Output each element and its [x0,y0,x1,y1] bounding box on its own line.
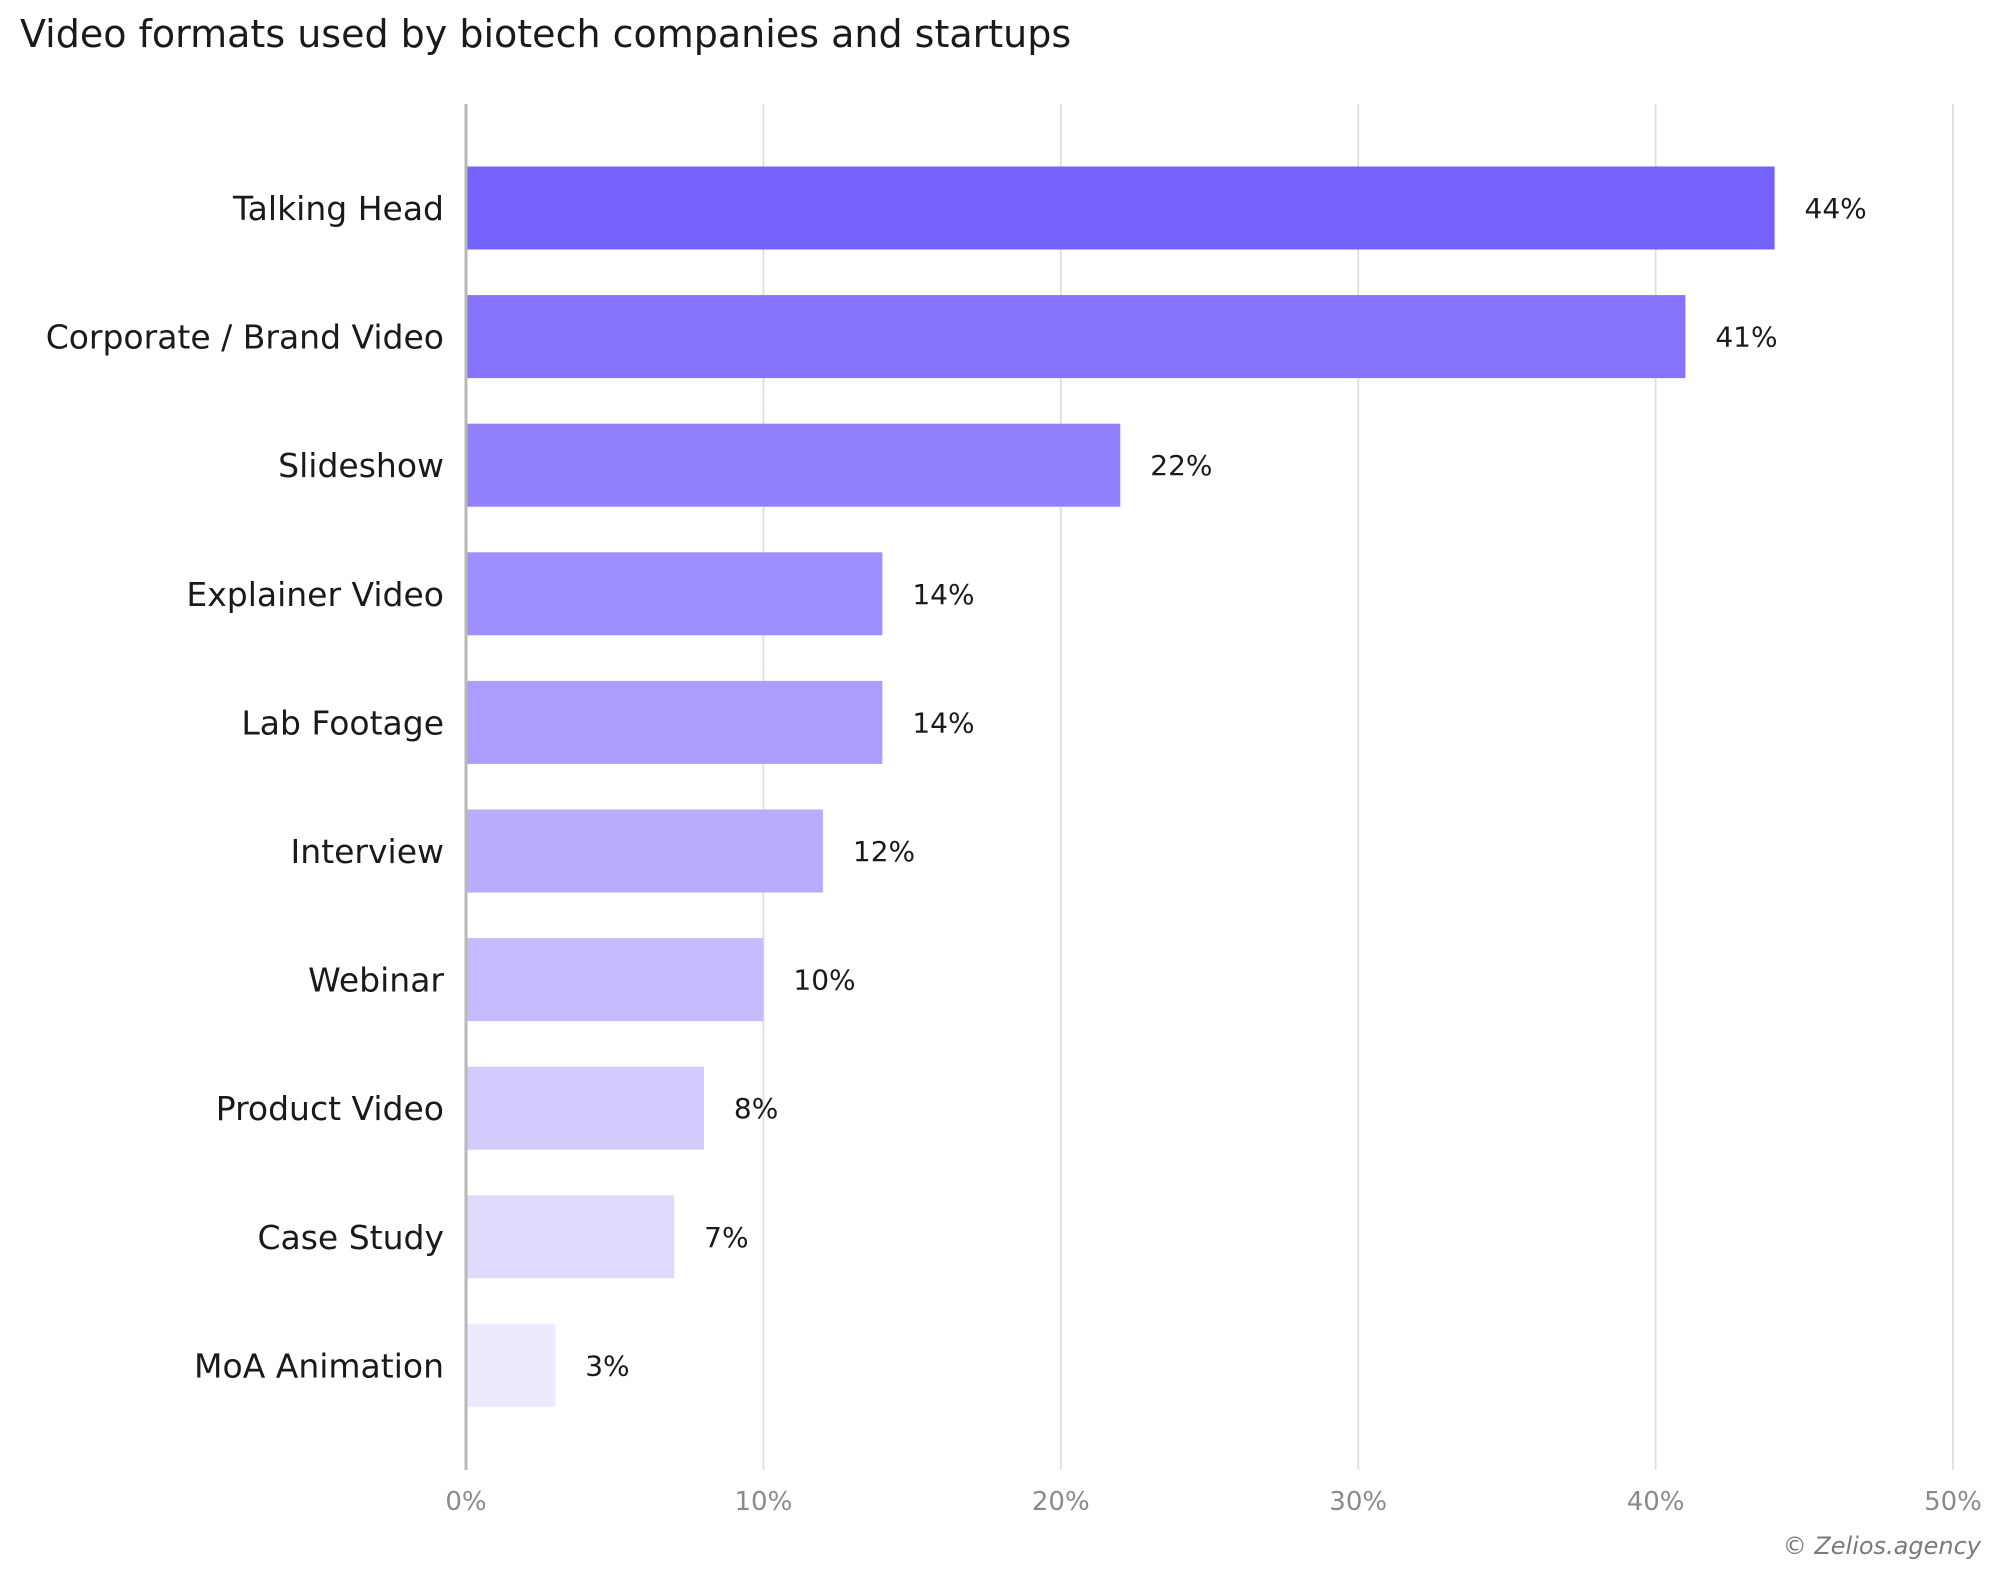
bar [466,1066,704,1150]
value-label: 12% [853,835,915,868]
x-tick-label: 40% [1627,1487,1685,1517]
x-tick-label: 20% [1032,1487,1090,1517]
value-label: 3% [585,1349,629,1382]
x-axis-tick-labels: 0% 10% 20% 30% 40% 50% [445,1487,1982,1517]
category-label: MoA Animation [194,1346,444,1385]
value-label: 14% [912,578,974,611]
bar [466,1323,556,1407]
category-label: Corporate / Brand Video [46,318,444,357]
bar [466,423,1121,507]
value-label: 14% [912,706,974,739]
value-label: 41% [1715,321,1777,354]
value-label: 7% [704,1221,748,1254]
category-label: Talking Head [232,189,444,228]
value-label: 8% [734,1092,778,1125]
chart-title: Video formats used by biotech companies … [20,12,1072,56]
value-label: 22% [1150,449,1212,482]
value-label: 10% [793,964,855,997]
bar [466,809,823,893]
category-label: Case Study [257,1218,444,1257]
bar [466,166,1775,250]
category-label: Product Video [216,1089,444,1128]
category-label: Explainer Video [186,575,444,614]
value-label: 44% [1805,192,1867,225]
category-labels: Talking Head Corporate / Brand Video Slide… [46,189,445,1385]
bar [466,680,883,764]
x-tick-label: 50% [1924,1487,1982,1517]
bars [466,166,1775,1407]
x-tick-label: 0% [445,1487,486,1517]
value-labels: 44% 41% 22% 14% 14% 12% 10% 8% 7% 3% [585,192,1867,1382]
x-tick-label: 10% [735,1487,793,1517]
bar [466,938,764,1022]
category-label: Slideshow [278,446,444,485]
category-label: Interview [291,832,444,871]
bar [466,1195,675,1279]
x-tick-label: 30% [1329,1487,1387,1517]
category-label: Lab Footage [241,703,444,742]
category-label: Webinar [308,961,444,1000]
credit-text: © Zelios.agency [1782,1532,1981,1560]
bar [466,295,1686,379]
bar [466,552,883,636]
